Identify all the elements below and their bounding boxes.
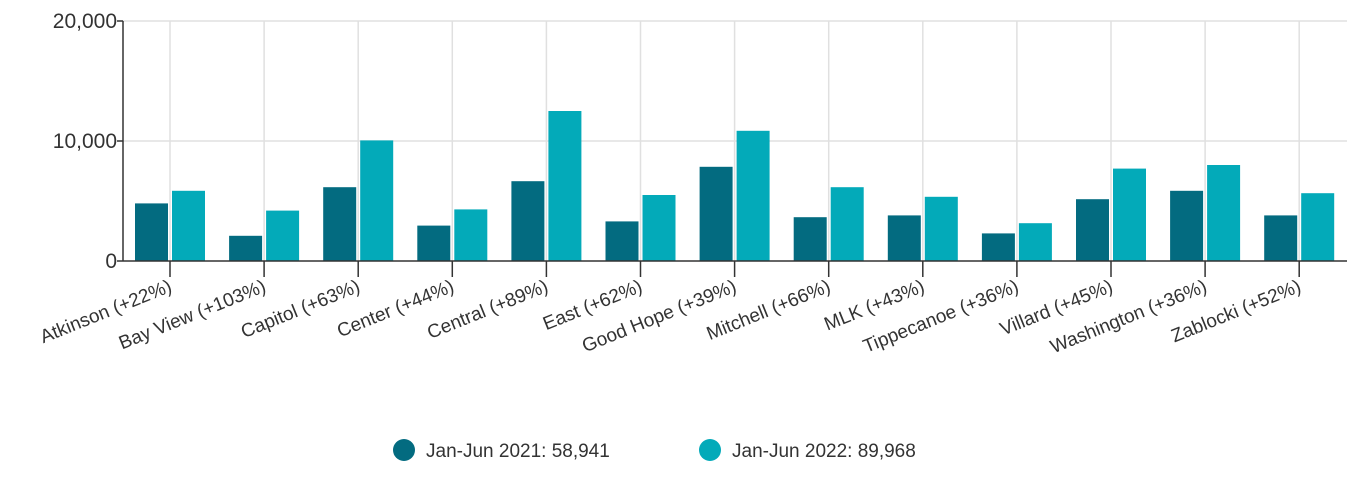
y-tick-label: 20,000 — [53, 10, 117, 33]
legend-label: Jan-Jun 2022: 89,968 — [732, 441, 916, 462]
grid — [123, 20, 1347, 261]
bar-2021[interactable] — [135, 203, 168, 261]
bar-2022[interactable] — [1018, 223, 1052, 261]
bar-2021[interactable] — [605, 221, 639, 261]
y-tick-labels: 0 10,000 20,000 — [53, 10, 117, 273]
bars — [135, 111, 1335, 261]
bar-2022[interactable] — [548, 111, 582, 261]
bar-2022[interactable] — [736, 130, 770, 261]
bar-2021[interactable] — [699, 166, 733, 261]
y-tick-label: 0 — [105, 250, 117, 273]
legend-item-2021[interactable]: Jan-Jun 2021: 58,941 — [393, 439, 610, 462]
x-tick-label: Good Hope (+39%) — [579, 276, 739, 357]
bar-2021[interactable] — [981, 233, 1015, 261]
legend-item-2022[interactable]: Jan-Jun 2022: 89,968 — [699, 439, 916, 462]
legend-swatch — [699, 439, 721, 461]
bar-2022[interactable] — [266, 210, 300, 261]
bar-2021[interactable] — [511, 181, 545, 261]
bar-2022[interactable] — [830, 187, 864, 261]
legend-swatch — [393, 439, 415, 461]
x-tick-label: Tippecanoe (+36%) — [860, 276, 1021, 358]
bar-2022[interactable] — [172, 190, 205, 261]
y-tick-label: 10,000 — [53, 130, 117, 153]
bar-2022[interactable] — [1301, 193, 1335, 261]
x-tick-labels: Atkinson (+22%)Bay View (+103%)Capitol (… — [37, 276, 1304, 358]
bar-2022[interactable] — [924, 196, 958, 261]
bar-2021[interactable] — [793, 217, 827, 261]
legend: Jan-Jun 2021: 58,941 Jan-Jun 2022: 89,968 — [393, 439, 916, 462]
axes — [117, 20, 1347, 277]
bar-2022[interactable] — [642, 195, 676, 261]
bar-2021[interactable] — [1076, 199, 1109, 261]
legend-label: Jan-Jun 2021: 58,941 — [426, 441, 610, 462]
bar-2022[interactable] — [1207, 165, 1241, 261]
bar-2021[interactable] — [1170, 190, 1204, 261]
bar-2022[interactable] — [360, 140, 394, 261]
bar-2022[interactable] — [1113, 168, 1146, 261]
bar-2021[interactable] — [417, 225, 451, 261]
bar-2021[interactable] — [1264, 215, 1298, 261]
x-tick-label: Washington (+36%) — [1048, 276, 1210, 358]
bar-2021[interactable] — [887, 215, 921, 261]
bar-2021[interactable] — [323, 187, 357, 261]
bar-2021[interactable] — [229, 235, 263, 261]
bar-2022[interactable] — [454, 209, 488, 261]
